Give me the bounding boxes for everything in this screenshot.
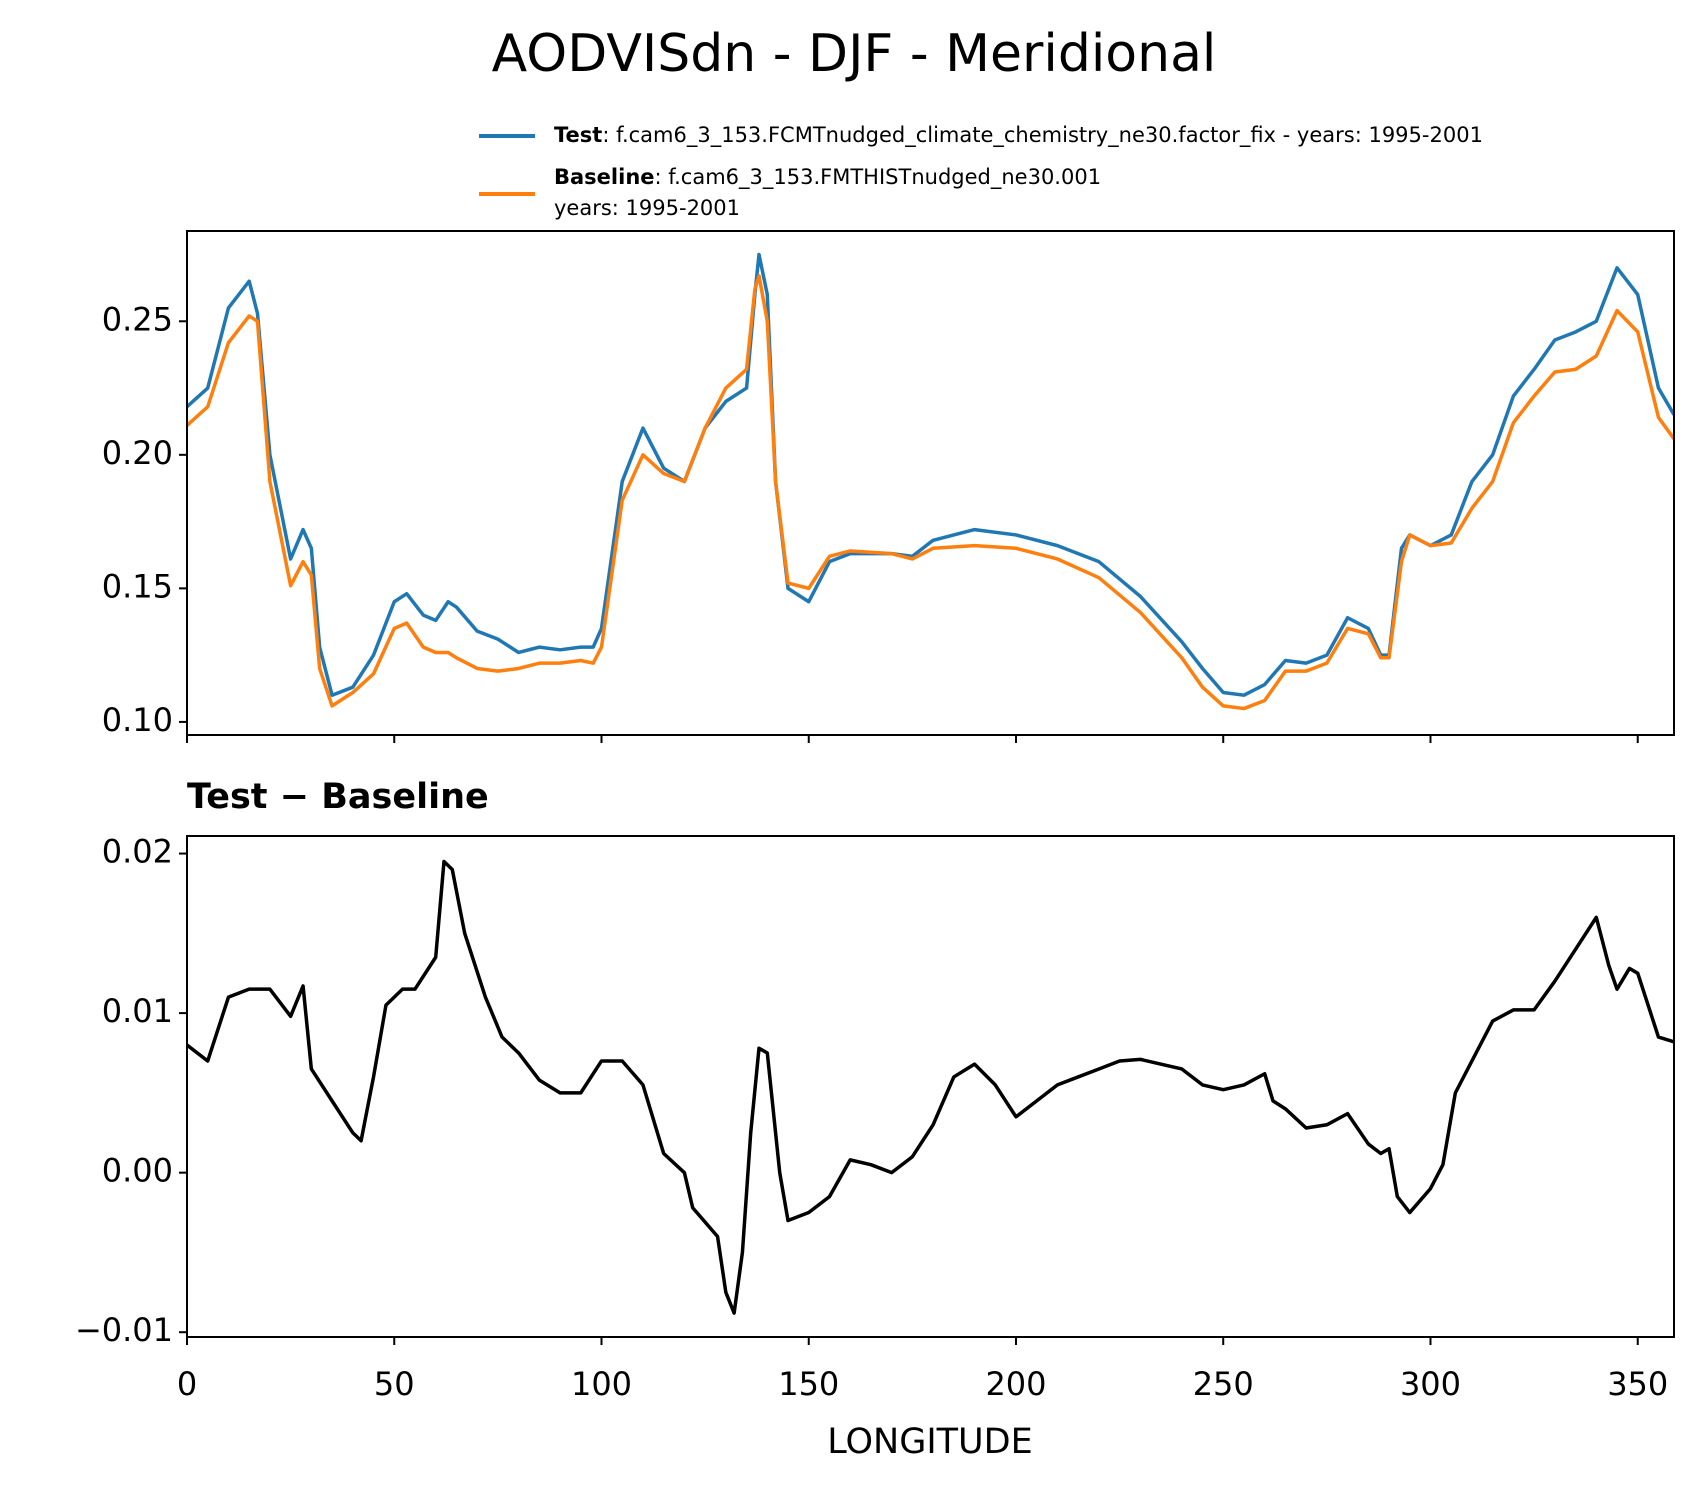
y-tick-label: 0.00	[102, 1152, 173, 1190]
x-tick-label: 350	[1607, 1365, 1668, 1403]
x-tick-label: 50	[374, 1365, 415, 1403]
axes-frame	[186, 230, 1675, 736]
x-tick-label: 200	[985, 1365, 1046, 1403]
y-tick-label: 0.02	[102, 833, 173, 871]
data-line	[187, 274, 1674, 711]
axes-frame	[186, 835, 1675, 1338]
y-tick-label: 0.01	[102, 992, 173, 1030]
data-line	[187, 859, 1674, 1315]
figure-title: AODVISdn - DJF - Meridional	[492, 24, 1217, 84]
x-tick-label: 300	[1400, 1365, 1461, 1403]
legend-entry: Test: f.cam6_3_153.FCMTnudged_climate_ch…	[554, 123, 1483, 148]
x-tick-label: 100	[571, 1365, 632, 1403]
y-tick-label: 0.15	[102, 567, 173, 605]
x-tick-label: 150	[778, 1365, 839, 1403]
legend-name: Test	[554, 123, 602, 147]
y-tick-label: 0.25	[102, 300, 173, 338]
subplot-title: Test − Baseline	[187, 777, 489, 817]
y-tick-label: 0.20	[102, 434, 173, 472]
legend-text: : f.cam6_3_153.FCMTnudged_climate_chemis…	[602, 123, 1483, 148]
legend-text: : f.cam6_3_153.FMTHISTnudged_ne30.001	[655, 165, 1102, 190]
legend-entry: Baseline: f.cam6_3_153.FMTHISTnudged_ne3…	[554, 165, 1101, 190]
x-axis-label: LONGITUDE	[827, 1422, 1033, 1462]
legend-text: years: 1995-2001	[554, 196, 740, 220]
legend-name: Baseline	[554, 165, 655, 189]
x-tick-label: 250	[1193, 1365, 1254, 1403]
y-tick-label: 0.10	[102, 701, 173, 739]
x-tick-label: 0	[177, 1365, 197, 1403]
y-tick-label: −0.01	[75, 1311, 173, 1349]
